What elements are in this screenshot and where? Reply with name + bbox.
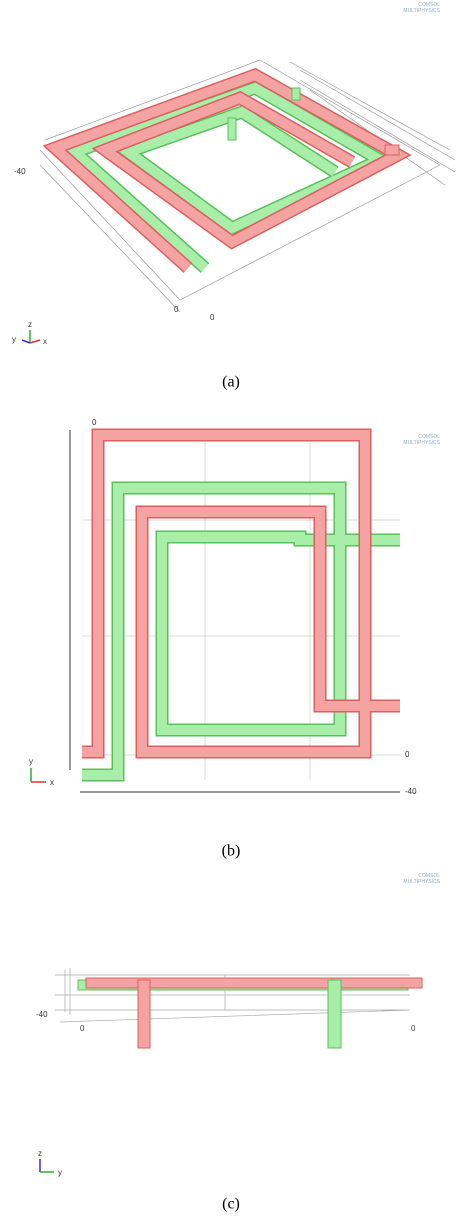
axis-label: -40 <box>405 787 417 796</box>
red-trace <box>86 978 422 988</box>
via <box>228 118 236 140</box>
grid <box>55 968 410 1022</box>
page: {"panels": [ {"caption": "(a)", "logo": … <box>0 0 462 1218</box>
axis-label: 0 <box>210 313 215 322</box>
triad-label: x <box>43 337 47 346</box>
green-via <box>328 980 341 1048</box>
triad-label: z <box>38 1149 42 1158</box>
body: COMSOL MULTIPHYSICS -40 0 0 z y x (a) CO… <box>0 0 462 1218</box>
terminal <box>385 145 399 155</box>
logo: MULTIPHYSICS <box>403 879 440 885</box>
figure: COMSOL MULTIPHYSICS -40 0 0 z y x (a) CO… <box>0 0 462 1218</box>
caption: (a) <box>222 374 240 391</box>
axis-label: -40 <box>36 1010 48 1019</box>
triad-label: z <box>28 320 32 329</box>
via <box>292 88 300 100</box>
axis-label: 0 <box>411 1024 416 1033</box>
panel-b: COMSOL MULTIPHYSICS 0 0 -40 y x (b) <box>29 418 441 860</box>
red-via <box>138 980 150 1048</box>
panel-a: COMSOL MULTIPHYSICS -40 0 0 z y x (a) <box>12 2 455 391</box>
axis-label: 0 <box>174 305 179 314</box>
triad-label: x <box>50 778 54 787</box>
axis-label: 0 <box>405 750 410 759</box>
triad-axis <box>22 340 30 343</box>
axis-label: 0 <box>80 1024 85 1033</box>
triad-axis <box>30 340 40 343</box>
logo: MULTIPHYSICS <box>403 440 440 446</box>
triad-label: y <box>29 757 33 766</box>
logo: MULTIPHYSICS <box>403 8 440 14</box>
caption: (b) <box>222 843 241 860</box>
caption: (c) <box>222 1196 240 1213</box>
panel-c: COMSOL MULTIPHYSICS -40 0 0 z y (c) <box>36 873 441 1213</box>
axis-label: 0 <box>92 418 97 427</box>
triad-label: y <box>12 335 16 344</box>
axis-label: -40 <box>14 167 26 176</box>
triad-label: y <box>58 1168 62 1177</box>
